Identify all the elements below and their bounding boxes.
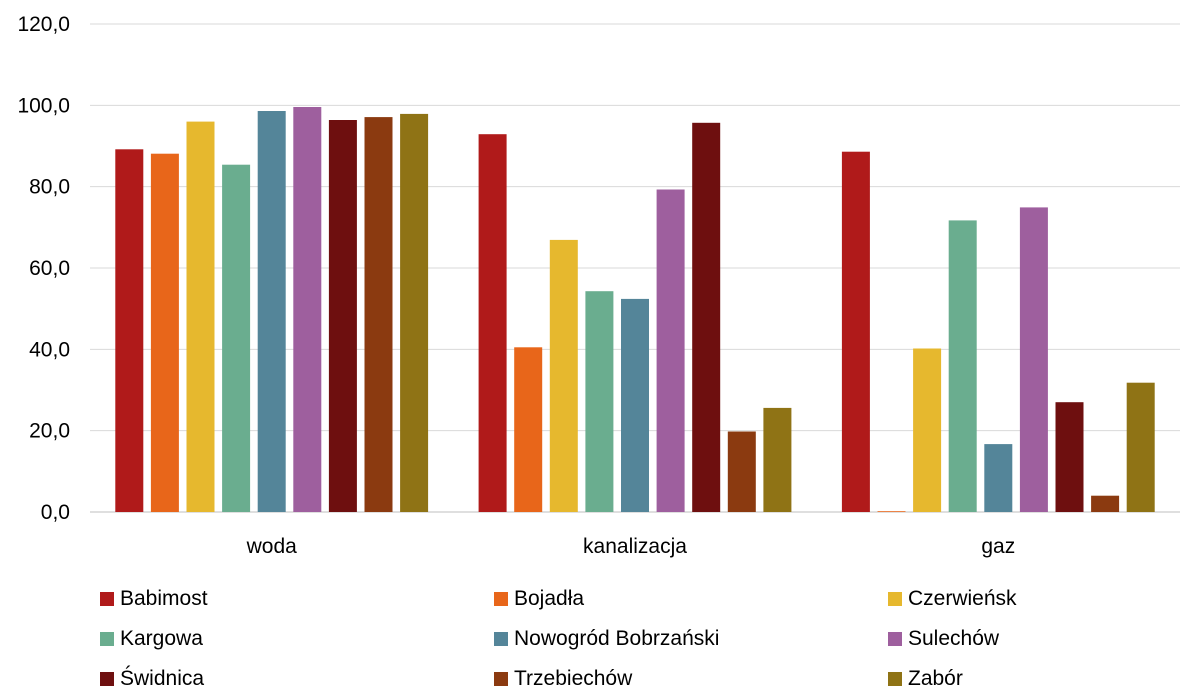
legend-swatch — [100, 592, 114, 606]
legend-swatch — [888, 592, 902, 606]
legend-label: Czerwieńsk — [908, 587, 1017, 610]
bar — [948, 220, 977, 512]
bar — [1126, 382, 1155, 512]
bar — [1055, 402, 1084, 512]
legend-swatch — [888, 672, 902, 686]
y-tick-label: 60,0 — [29, 257, 70, 280]
legend-item: Zabór — [888, 662, 963, 696]
bar-chart: 0,0 20,0 40,0 60,0 80,0 100,0 120,0 woda kanali… — [17, 13, 1180, 558]
bar — [222, 164, 251, 512]
y-tick-label: 80,0 — [29, 176, 70, 199]
legend-label: Sulechów — [908, 627, 1000, 650]
bar — [1019, 207, 1048, 512]
legend-item: Świdnica — [100, 662, 204, 696]
bar — [364, 117, 393, 512]
y-tick-label: 40,0 — [29, 338, 70, 361]
legend-label: Nowogród Bobrzański — [514, 627, 720, 650]
bar — [984, 444, 1013, 512]
legend-item: Sulechów — [888, 622, 999, 656]
legend-label: Bojadła — [514, 587, 585, 610]
legend-swatch — [494, 672, 508, 686]
bar — [621, 298, 649, 512]
legend-item: Bojadła — [494, 582, 584, 616]
legend-swatch — [888, 632, 902, 646]
legend-item: Trzebiechów — [494, 662, 632, 696]
bar — [727, 431, 756, 512]
bar — [400, 113, 429, 513]
x-category-label: kanalizacja — [583, 535, 687, 558]
legend-swatch — [100, 632, 114, 646]
y-tick-label: 0,0 — [41, 501, 70, 524]
y-tick-label: 100,0 — [17, 94, 70, 117]
legend-item: Kargowa — [100, 622, 203, 656]
bar — [293, 107, 322, 512]
bar — [549, 239, 578, 512]
bar — [585, 291, 614, 512]
bar — [150, 153, 179, 512]
legend-label: Babimost — [120, 587, 208, 610]
legend-item: Czerwieńsk — [888, 582, 1017, 616]
bar — [257, 111, 286, 512]
legend-label: Trzebiechów — [514, 667, 633, 690]
x-category-label: gaz — [981, 535, 1015, 558]
legend-label: Kargowa — [120, 627, 203, 650]
bar — [656, 189, 685, 512]
legend-swatch — [494, 592, 508, 606]
legend-item: Nowogród Bobrzański — [494, 622, 719, 656]
y-tick-label: 20,0 — [29, 420, 70, 443]
bar — [841, 151, 870, 512]
bar — [877, 511, 906, 512]
bar — [478, 134, 507, 512]
legend-swatch — [100, 672, 114, 686]
bar — [514, 347, 543, 512]
bars — [115, 107, 1155, 513]
bar — [1091, 495, 1120, 512]
y-tick-label: 120,0 — [17, 13, 70, 36]
bar — [913, 348, 942, 512]
bar — [763, 407, 792, 512]
bar — [186, 121, 215, 512]
legend-label: Zabór — [908, 667, 963, 690]
legend-label: Świdnica — [120, 667, 205, 690]
bar — [328, 120, 357, 512]
x-category-label: woda — [246, 535, 298, 558]
legend-item: Babimost — [100, 582, 208, 616]
x-axis-categories: woda kanalizacja gaz — [246, 535, 1016, 558]
bar — [115, 149, 144, 513]
y-axis-ticks: 0,0 20,0 40,0 60,0 80,0 100,0 120,0 — [17, 13, 70, 524]
legend-swatch — [494, 632, 508, 646]
bar — [692, 122, 721, 513]
legend: Babimost Bojadła Czerwieńsk Kargowa Nowogród… — [0, 580, 1199, 690]
